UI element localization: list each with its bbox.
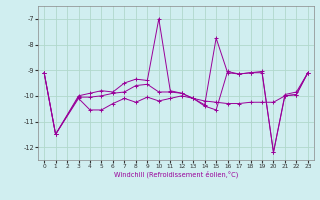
X-axis label: Windchill (Refroidissement éolien,°C): Windchill (Refroidissement éolien,°C) [114,171,238,178]
